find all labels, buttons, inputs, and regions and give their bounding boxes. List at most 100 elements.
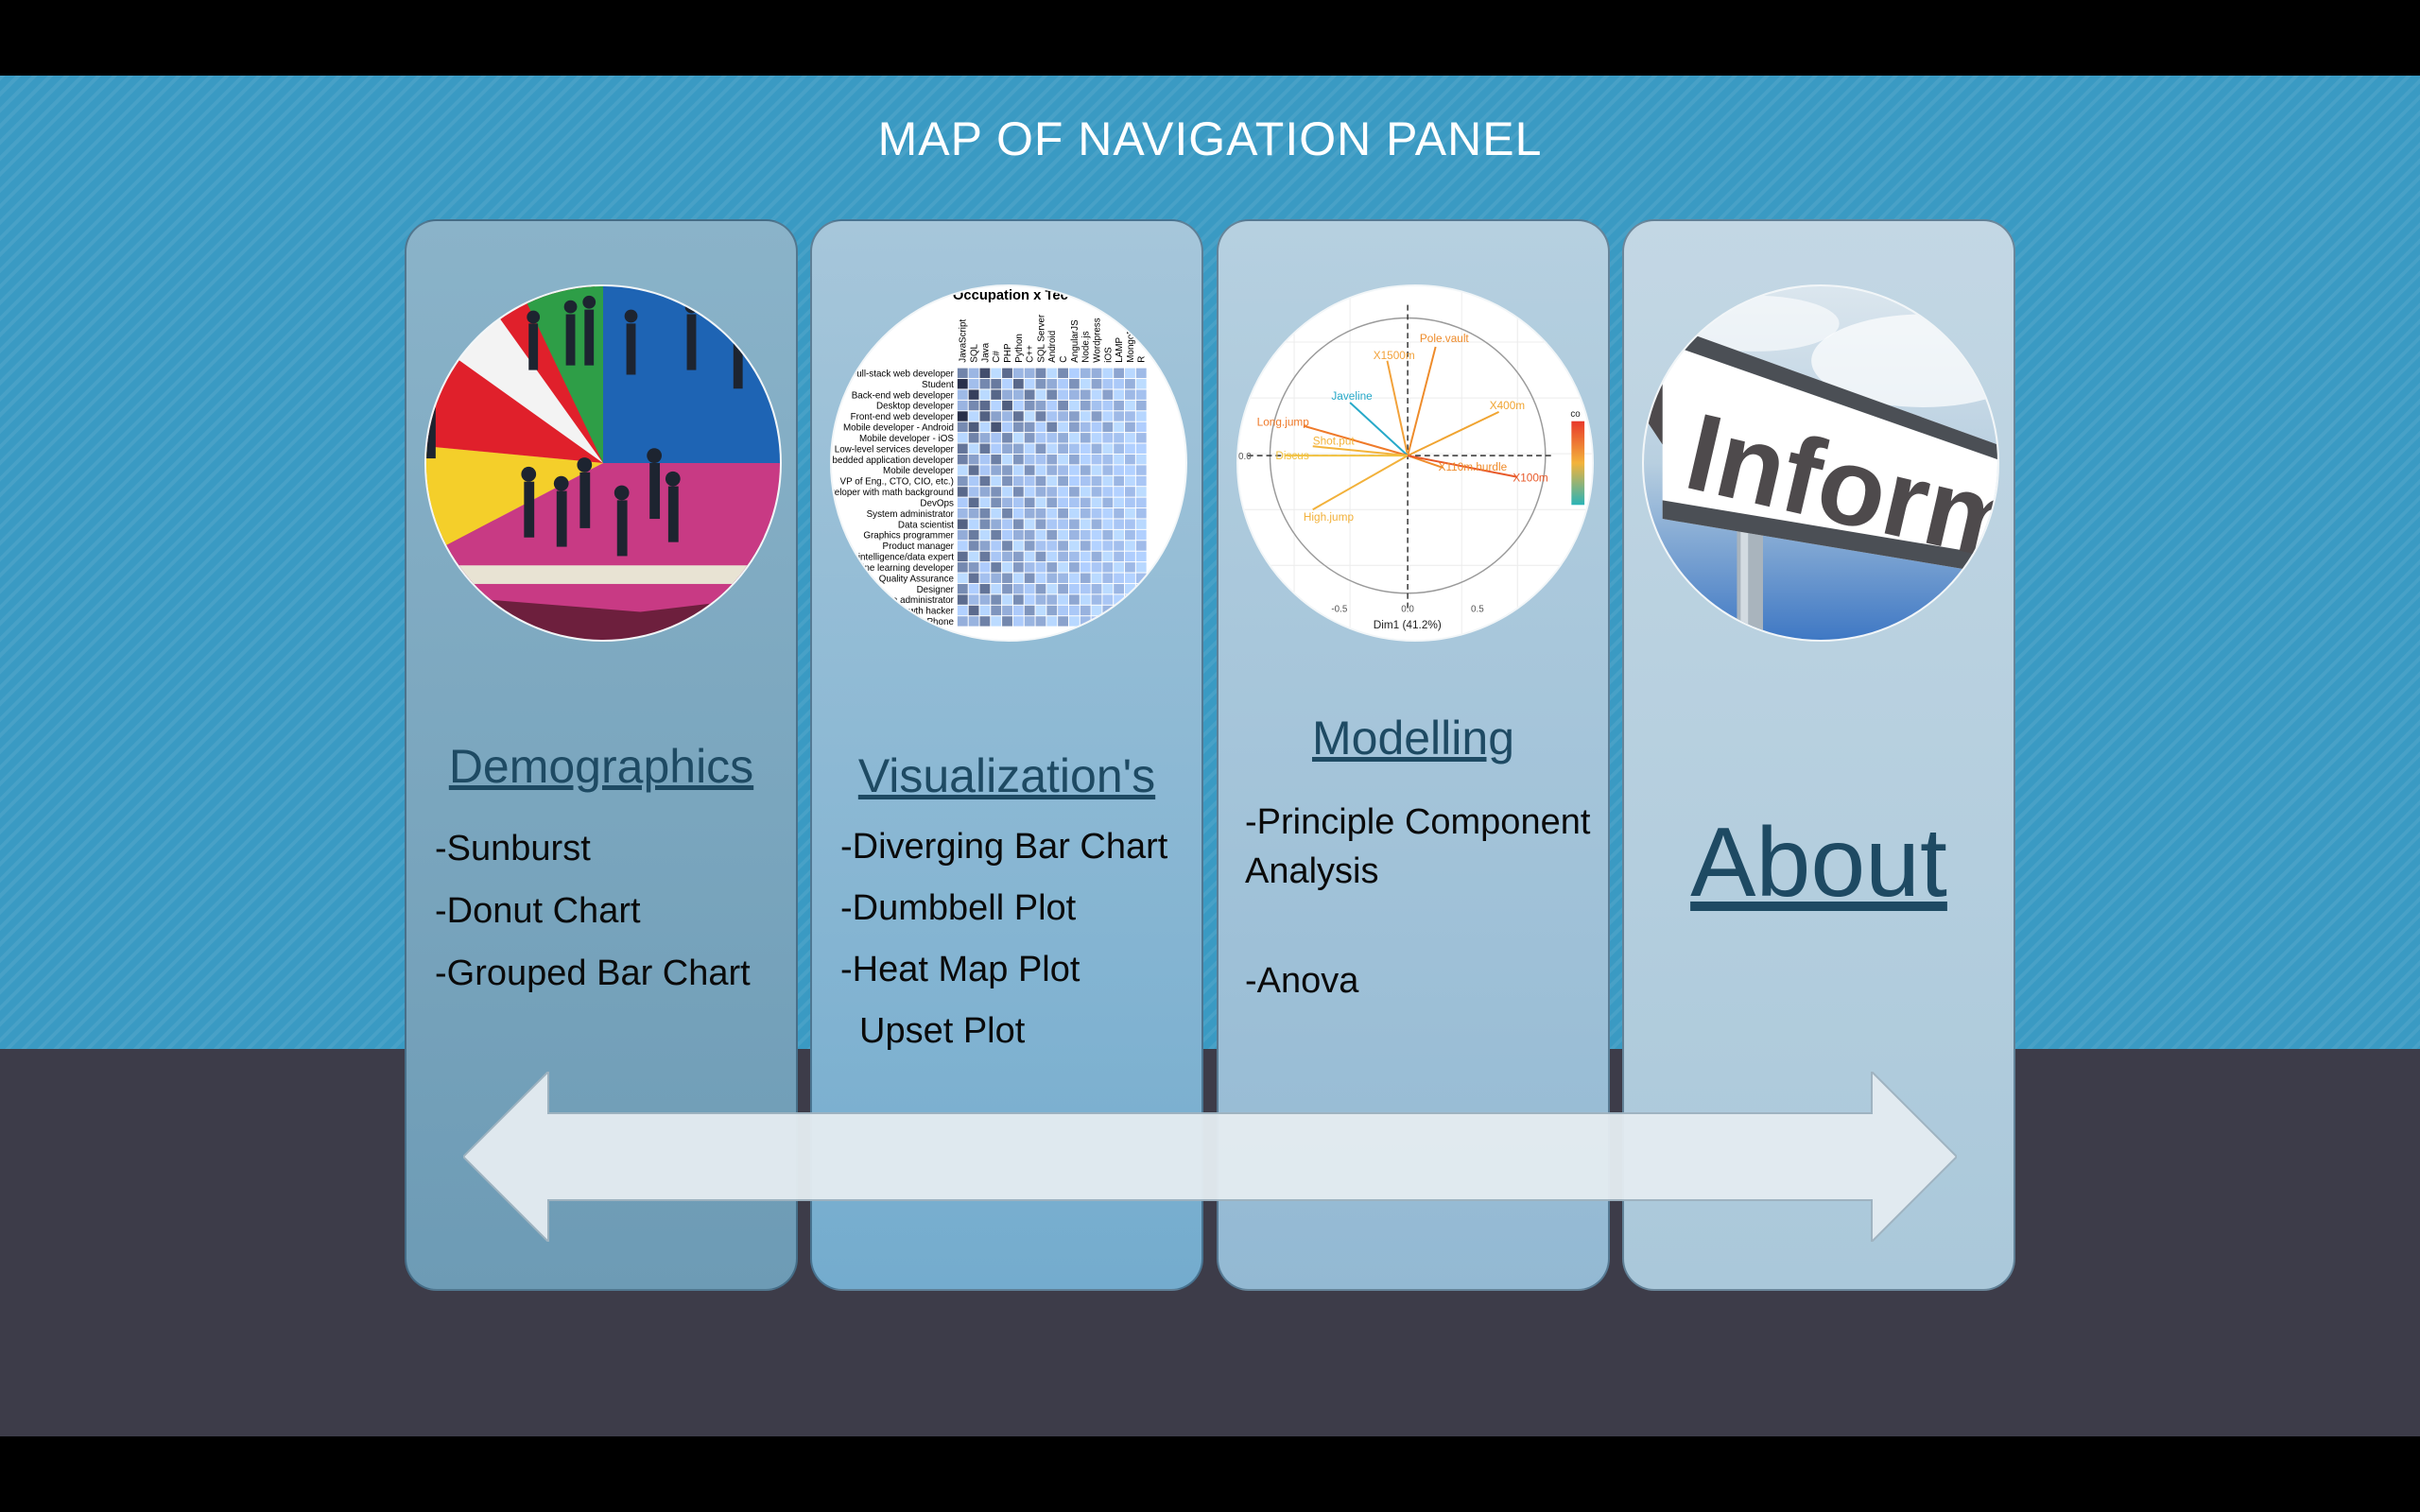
card-heading[interactable]: Visualization's bbox=[857, 749, 1156, 802]
heatmap-cell bbox=[1135, 400, 1147, 411]
heatmap-cell bbox=[1058, 573, 1068, 583]
heatmap-cell bbox=[991, 475, 1002, 487]
heatmap-cell bbox=[968, 368, 979, 379]
list-item[interactable]: -Diverging Bar Chart bbox=[840, 827, 1168, 867]
heatmap-cell bbox=[1102, 551, 1114, 562]
heatmap-cell bbox=[1046, 529, 1058, 541]
heatmap-row-label: System administrator bbox=[867, 509, 955, 520]
heatmap-cell bbox=[968, 487, 979, 497]
heatmap-row-label: Mobile developer - iOS bbox=[859, 434, 954, 444]
heatmap-cell bbox=[1114, 519, 1125, 529]
heatmap-cell bbox=[1024, 475, 1035, 487]
heatmap-cell bbox=[1114, 508, 1125, 519]
heatmap-row-label: Quality Assurance bbox=[879, 574, 955, 584]
heatmap-cell bbox=[1024, 541, 1035, 551]
pca-label: Discus bbox=[1275, 449, 1308, 462]
heatmap-cell bbox=[1135, 465, 1147, 475]
heatmap-cell bbox=[1135, 497, 1147, 508]
heatmap-cell bbox=[1135, 573, 1147, 583]
heatmap-cell bbox=[1114, 529, 1125, 541]
about-heading[interactable]: About bbox=[1690, 808, 1947, 918]
heatmap-cell bbox=[1002, 379, 1012, 389]
heatmap-cell bbox=[968, 389, 979, 400]
heatmap-cell bbox=[979, 583, 991, 594]
top-background-band bbox=[0, 76, 2420, 1049]
heatmap-cell bbox=[1091, 519, 1102, 529]
heatmap-cell bbox=[1035, 443, 1046, 454]
heatmap-cell bbox=[1024, 529, 1035, 541]
heatmap-cell bbox=[979, 475, 991, 487]
heatmap-cell bbox=[957, 379, 968, 389]
heatmap-cell bbox=[1080, 433, 1091, 443]
heatmap-cell bbox=[957, 551, 968, 562]
heatmap-cell bbox=[1125, 421, 1135, 433]
heatmap-cell bbox=[1125, 433, 1135, 443]
heatmap-cell bbox=[1024, 616, 1035, 627]
heatmap-cell bbox=[1058, 583, 1068, 594]
list-item[interactable]: Upset Plot bbox=[859, 1011, 1026, 1051]
heatmap-cell bbox=[1024, 389, 1035, 400]
heatmap-cell bbox=[1125, 443, 1135, 454]
heatmap-cell bbox=[1012, 573, 1024, 583]
heatmap-cell bbox=[1102, 433, 1114, 443]
heatmap-cell bbox=[1068, 551, 1080, 562]
heatmap-cell bbox=[1114, 475, 1125, 487]
heatmap-cell bbox=[1046, 411, 1058, 421]
heatmap-cell bbox=[991, 583, 1002, 594]
heatmap-row-label: Full-stack web developer bbox=[851, 369, 954, 379]
heatmap-cell bbox=[1012, 562, 1024, 573]
heatmap-cell bbox=[1012, 443, 1024, 454]
list-item[interactable]: -Dumbbell Plot bbox=[840, 888, 1077, 928]
heatmap-row-label: Data scientist bbox=[898, 520, 954, 530]
heatmap-cell bbox=[1091, 616, 1102, 627]
heatmap-cell bbox=[1091, 583, 1102, 594]
heatmap-cell bbox=[1114, 594, 1125, 605]
list-item[interactable]: -Sunburst bbox=[435, 829, 591, 868]
heatmap-cell bbox=[1035, 541, 1046, 551]
heatmap-cell bbox=[1080, 519, 1091, 529]
heatmap-cell bbox=[957, 400, 968, 411]
heatmap-cell bbox=[1058, 368, 1068, 379]
heatmap-cell bbox=[1046, 443, 1058, 454]
heatmap-cell bbox=[1035, 583, 1046, 594]
heatmap-cell bbox=[1024, 379, 1035, 389]
heatmap-cell bbox=[1102, 487, 1114, 497]
heatmap-cell bbox=[1114, 487, 1125, 497]
heatmap-cell bbox=[1080, 411, 1091, 421]
heatmap-cell bbox=[1046, 379, 1058, 389]
heatmap-cell bbox=[1102, 454, 1114, 465]
heatmap-cell bbox=[1091, 529, 1102, 541]
card-heading[interactable]: Demographics bbox=[448, 740, 754, 793]
list-item[interactable]: -Heat Map Plot bbox=[840, 950, 1080, 989]
card-demographics[interactable]: Demographics -Sunburst -Donut Chart -Gro… bbox=[405, 219, 798, 1291]
heatmap-cell bbox=[1068, 421, 1080, 433]
heatmap-cell bbox=[1068, 487, 1080, 497]
heatmap-cell bbox=[968, 519, 979, 529]
heatmap-cell bbox=[979, 519, 991, 529]
heatmap-cell bbox=[1012, 551, 1024, 562]
heatmap-cell bbox=[1114, 616, 1125, 627]
heatmap-cell bbox=[1024, 411, 1035, 421]
list-item[interactable]: -Principle Component Analysis bbox=[1245, 802, 1591, 891]
list-item[interactable]: -Donut Chart bbox=[435, 891, 641, 931]
heatmap-cell bbox=[957, 487, 968, 497]
heatmap-cell bbox=[1080, 465, 1091, 475]
page-title: MAP OF NAVIGATION PANEL bbox=[877, 112, 1543, 165]
heatmap-row-label: Embedded application developer bbox=[832, 455, 955, 466]
heatmap-cell bbox=[1080, 562, 1091, 573]
heatmap-cell bbox=[968, 616, 979, 627]
pca-label: Javeline bbox=[1331, 389, 1373, 403]
heatmap-cell bbox=[1035, 475, 1046, 487]
heatmap-row-label: Mobile developer - Android bbox=[843, 423, 954, 434]
heatmap-cell bbox=[1102, 497, 1114, 508]
heatmap-cell bbox=[968, 421, 979, 433]
heatmap-column-label: C# bbox=[992, 351, 1002, 363]
heatmap-column-label: Python bbox=[1014, 334, 1025, 363]
heatmap-cell bbox=[1012, 454, 1024, 465]
heatmap-cell bbox=[968, 454, 979, 465]
card-heading[interactable]: Modelling bbox=[1311, 712, 1514, 765]
heatmap-cell bbox=[1024, 573, 1035, 583]
list-item[interactable]: -Anova bbox=[1245, 961, 1359, 1001]
heatmap-cell bbox=[1012, 529, 1024, 541]
list-item[interactable]: -Grouped Bar Chart bbox=[435, 954, 751, 993]
